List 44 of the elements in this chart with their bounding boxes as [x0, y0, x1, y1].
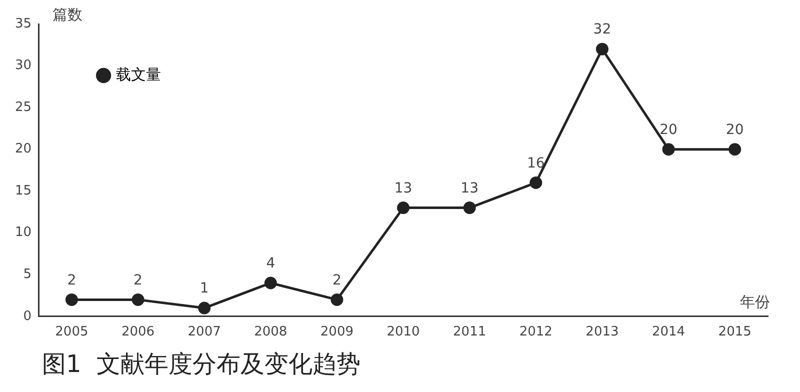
point — [264, 276, 277, 290]
point — [65, 293, 78, 306]
point — [463, 202, 476, 214]
data-label: 2 — [134, 272, 142, 288]
y-tick-label: 10 — [14, 225, 32, 240]
x-axis-title: 年份 — [740, 292, 770, 311]
x-tick-label: 2007 — [188, 324, 221, 340]
x-tick-label: 2013 — [586, 324, 619, 340]
y-tick-label: 20 — [14, 142, 32, 157]
point — [132, 293, 144, 306]
data-label: 20 — [726, 122, 744, 138]
point — [728, 143, 742, 156]
point — [198, 302, 211, 314]
x-tick-label: 2012 — [519, 324, 552, 340]
point — [596, 42, 608, 56]
data-label: 4 — [266, 256, 276, 272]
data-label: 20 — [660, 122, 678, 138]
point — [530, 176, 542, 189]
x-tick-label: 2009 — [320, 324, 354, 340]
y-tick-label: 35 — [14, 16, 32, 32]
x-tick-label: 2005 — [55, 324, 88, 340]
x-tick-label: 2011 — [453, 324, 486, 340]
data-label: 32 — [593, 22, 612, 38]
x-tick-label: 2006 — [121, 324, 155, 340]
point — [330, 293, 344, 306]
x-tick-label: 2014 — [652, 324, 686, 340]
data-label: 1 — [200, 280, 209, 297]
point — [662, 143, 675, 156]
y-tick-label: 25 — [14, 100, 32, 115]
y-tick-label: 15 — [14, 183, 32, 198]
y-tick-label: 5 — [23, 267, 32, 282]
data-label: 2 — [332, 272, 342, 288]
y-tick-label: 30 — [14, 58, 32, 74]
legend-label: 载文量 — [116, 65, 162, 84]
x-tick-label: 2008 — [254, 324, 288, 340]
point — [397, 202, 410, 214]
x-tick-label: 2010 — [386, 324, 420, 340]
x-tick-label: 2015 — [718, 324, 752, 340]
data-label: 13 — [394, 180, 412, 196]
data-label: 16 — [526, 155, 545, 172]
data-label: 13 — [460, 180, 478, 196]
text: 图1 文献年度分布及变化趋势 — [41, 349, 362, 380]
data-label: 2 — [67, 272, 76, 288]
y-tick-label: 0 — [23, 308, 32, 324]
